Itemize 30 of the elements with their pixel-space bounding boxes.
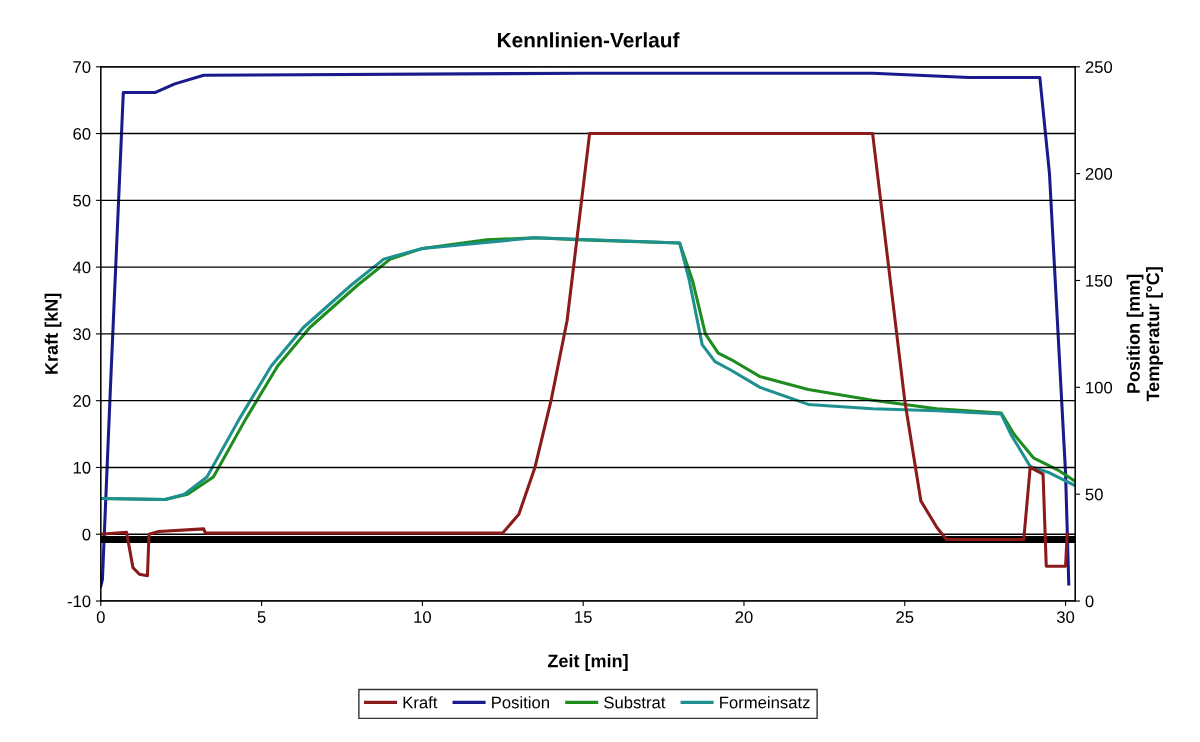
y2-tick-label: 100 [1086,381,1113,394]
x-tick-label: 5 [257,611,266,623]
y2-axis-title: Position [mm] Temperatur [°C] [1126,267,1163,402]
x-tick-label: 20 [735,611,753,623]
y-tick-label: 40 [72,261,91,274]
legend-label: Formeinsatz [720,696,810,709]
legend-label: Kraft [403,696,438,709]
y-axis-title: Kraft [kN] [44,293,62,374]
x-tick-label: 10 [414,611,431,623]
y-tick-label: 20 [73,395,91,407]
legend-label: Position [492,696,549,709]
y2-tick-label: 0 [1085,595,1094,608]
x-tick-label: 15 [575,611,592,623]
x-tick-label: 25 [896,611,914,623]
y-tick-label: 50 [73,194,91,207]
x-tick-label: 30 [1056,611,1075,623]
x-tick-label: 0 [96,611,105,623]
y-tick-label: 10 [73,461,91,474]
y2-tick-label: 200 [1085,168,1113,180]
chart-title: Kennlinien-Verlauf [497,32,680,48]
x-axis-title: Zeit [min] [547,654,628,671]
y-tick-label: 0 [82,528,91,541]
y-tick-label: -10 [67,595,91,608]
y2-tick-label: 50 [1085,488,1103,501]
legend-label: Substrat [604,696,666,709]
y-tick-label: 30 [73,328,91,341]
y-tick-label: 60 [73,127,91,140]
y2-tick-label: 150 [1086,274,1113,287]
y-tick-label: 70 [73,61,91,73]
y2-tick-label: 250 [1085,61,1113,73]
